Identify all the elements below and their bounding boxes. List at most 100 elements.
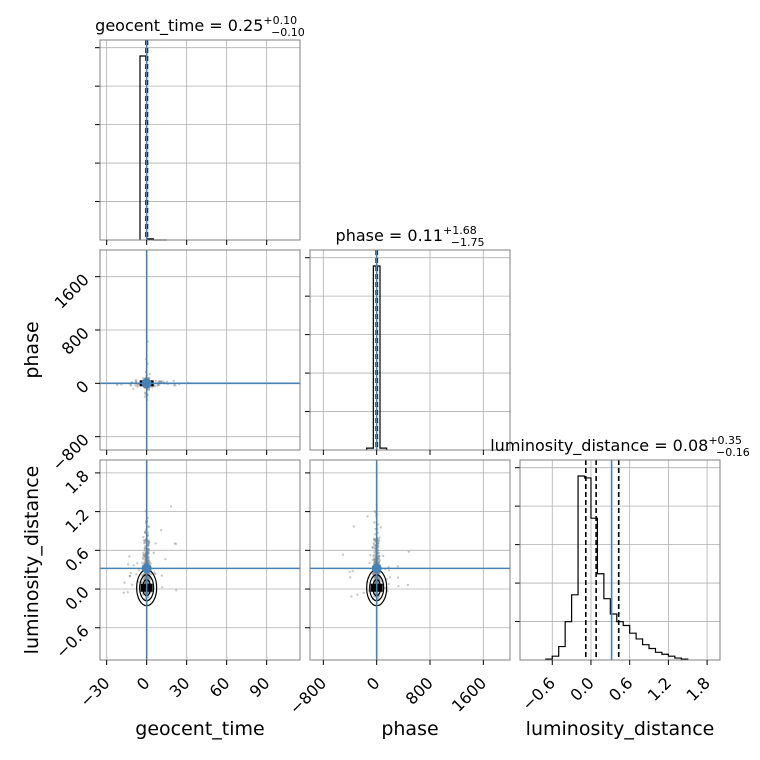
sample-point	[148, 372, 152, 376]
panel-frame	[99, 459, 301, 661]
sample-point	[377, 551, 381, 555]
sample-point	[143, 531, 147, 535]
sample-point	[174, 384, 177, 387]
sample-point	[372, 554, 375, 558]
sample-point	[373, 553, 376, 557]
x-tick-label: −800	[286, 673, 331, 718]
sample-point	[160, 574, 163, 577]
sample-point	[159, 380, 162, 383]
sample-point	[134, 380, 138, 384]
sample-point	[373, 546, 377, 549]
sample-point	[377, 561, 381, 564]
sample-point	[116, 383, 119, 387]
sample-point	[381, 554, 385, 558]
sample-point	[147, 559, 150, 562]
sample-point	[173, 542, 176, 545]
sample-point	[147, 561, 150, 564]
sample-point	[372, 541, 376, 545]
y-tick-label: 1.2	[61, 505, 92, 536]
sample-point	[137, 569, 141, 572]
sample-point	[374, 561, 377, 564]
sample-point	[373, 575, 377, 579]
sample-point	[352, 525, 355, 528]
y-tick-label: 1600	[51, 270, 93, 312]
sample-point	[407, 550, 410, 553]
sample-point	[147, 559, 151, 562]
sample-point	[373, 551, 376, 554]
sample-point	[143, 546, 146, 550]
grid	[310, 250, 510, 450]
sample-point	[165, 380, 169, 383]
sample-point	[377, 542, 380, 545]
sample-point	[384, 586, 387, 590]
sample-point	[373, 561, 376, 564]
sample-point	[372, 543, 376, 546]
sample-point	[373, 510, 377, 513]
panel-phase-luminosity_distance: −800 0 800 1600	[286, 459, 511, 718]
sample-point	[368, 561, 371, 565]
sample-point	[174, 542, 178, 545]
x-tick-label: 0	[133, 673, 154, 694]
y-tick-label: 1.8	[61, 466, 92, 497]
sample-point	[376, 557, 380, 561]
sample-point	[377, 581, 380, 584]
sample-point	[374, 558, 377, 562]
sample-point	[147, 561, 150, 564]
grid	[100, 250, 300, 450]
sample-point	[147, 595, 150, 599]
sample-point	[141, 561, 144, 564]
x-axis-label-luminosity_distance: luminosity_distance	[526, 718, 715, 740]
sample-point	[388, 576, 392, 579]
y-tick-label: 0	[72, 377, 93, 398]
sample-point	[377, 577, 380, 580]
sample-point	[377, 556, 381, 559]
sample-point	[341, 553, 345, 556]
truth-point	[141, 563, 152, 574]
sample-point	[147, 576, 150, 579]
sample-point	[157, 383, 161, 387]
histogram-luminosity_distance	[545, 475, 689, 660]
sample-point	[376, 545, 380, 548]
sample-point	[142, 535, 145, 539]
sample-point	[147, 555, 150, 558]
sample-point	[147, 539, 151, 542]
sample-point	[377, 561, 381, 564]
sample-point	[377, 560, 380, 563]
sample-point	[373, 521, 376, 524]
sample-point	[147, 581, 150, 584]
sample-point	[372, 572, 375, 576]
x-tick-label: 30	[166, 673, 194, 701]
sample-point	[169, 505, 173, 508]
sample-point	[149, 572, 153, 576]
sample-point	[142, 557, 145, 561]
sample-point	[135, 380, 138, 383]
sample-point	[350, 595, 353, 598]
sample-point	[387, 569, 391, 572]
sample-point	[135, 573, 138, 576]
sample-point	[373, 558, 376, 562]
sample-point	[154, 379, 157, 383]
sample-point	[371, 558, 375, 561]
sample-point	[150, 385, 154, 389]
sample-point	[373, 576, 376, 580]
panel-phase-hist: phase = 0.11+1.68 −1.75	[305, 224, 511, 455]
sample-point	[378, 554, 381, 558]
sample-point	[143, 549, 146, 552]
sample-point	[373, 560, 376, 564]
sample-point	[378, 578, 381, 581]
sample-point	[149, 562, 152, 565]
sample-point	[156, 383, 159, 387]
panel-title: phase = 0.11+1.68 −1.75	[336, 224, 485, 249]
sample-point	[143, 554, 147, 558]
sample-point	[378, 559, 382, 562]
sample-point	[128, 574, 132, 578]
x-tick-label: 60	[206, 673, 234, 701]
sample-point	[377, 555, 380, 558]
sample-point	[371, 572, 375, 576]
sample-point	[143, 391, 147, 394]
sample-point	[366, 515, 369, 518]
truth-point	[371, 563, 382, 574]
sample-point	[131, 583, 134, 587]
sample-point	[142, 554, 145, 557]
x-tick-label: 800	[402, 673, 437, 708]
